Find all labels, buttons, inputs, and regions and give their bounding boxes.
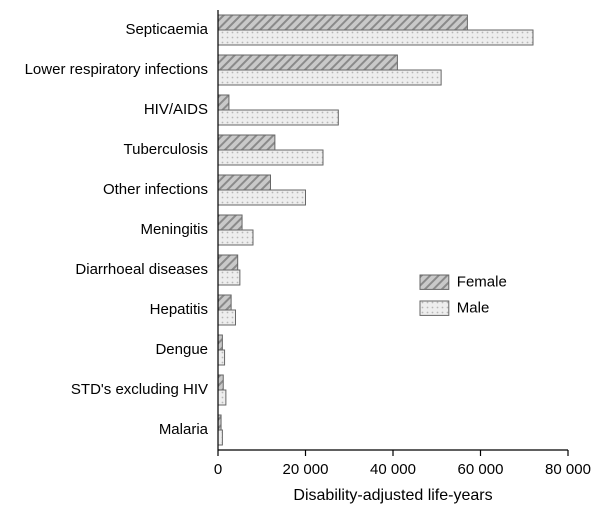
x-tick-label: 40 000 [370,461,416,478]
bar-male [218,30,533,45]
bar-female [218,175,271,190]
bar-male [218,350,225,365]
x-tick-label: 60 000 [458,461,504,478]
legend-swatch [420,275,449,289]
bar-female [218,95,229,110]
x-tick-label: 80 000 [545,461,591,478]
bar-male [218,150,323,165]
category-label: Diarrhoeal diseases [75,261,208,278]
bar-female [218,215,242,230]
bar-male [218,110,338,125]
bar-female [218,15,467,30]
category-label: Malaria [159,421,209,438]
bar-male [218,270,240,285]
category-label: STD's excluding HIV [71,381,208,398]
bar-male [218,70,441,85]
legend-label: Female [457,274,507,291]
category-label: Septicaemia [125,21,208,38]
category-label: Other infections [103,181,208,198]
category-label: Tuberculosis [124,141,208,158]
bar-male [218,390,226,405]
bar-female [218,255,238,270]
chart: Septicaemia Lower respiratory infections H… [0,0,600,513]
bar-female [218,295,231,310]
bar-male [218,430,222,445]
category-label: HIV/AIDS [144,101,208,118]
bar-male [218,190,306,205]
x-tick-label: 20 000 [283,461,329,478]
legend-label: Male [457,300,490,317]
x-tick-label: 0 [214,461,222,478]
category-label: Lower respiratory infections [25,61,208,78]
x-axis-label: Disability-adjusted life-years [293,487,492,504]
bar-female [218,375,223,390]
category-label: Hepatitis [150,301,208,318]
bar-female [218,55,397,70]
bar-male [218,230,253,245]
bar-female [218,135,275,150]
category-label: Meningitis [140,221,208,238]
bar-male [218,310,236,325]
legend-swatch [420,301,449,315]
bar-female [218,335,222,350]
category-label: Dengue [155,341,208,358]
